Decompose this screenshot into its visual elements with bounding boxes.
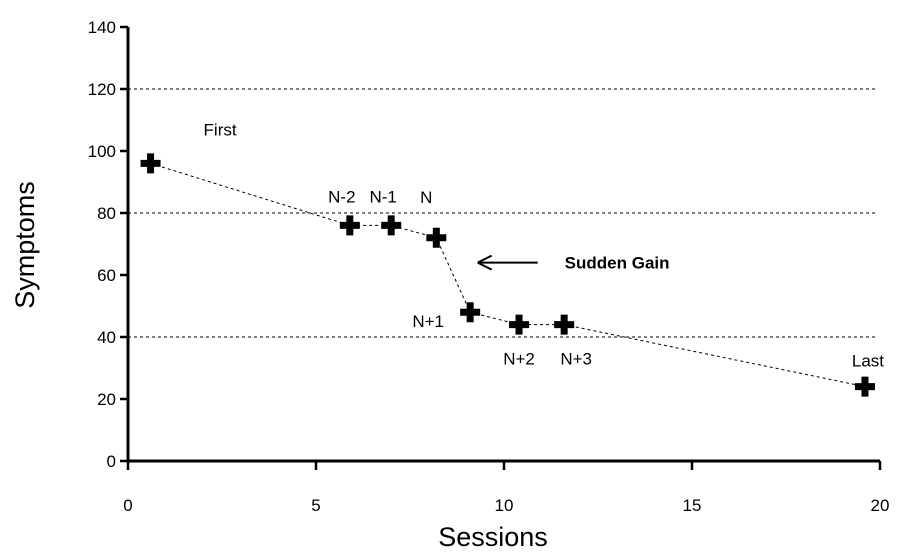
data-point-1 (339, 215, 360, 236)
point-label-0: First (204, 120, 237, 139)
data-point-3 (426, 227, 447, 248)
gridlines (128, 88, 878, 338)
point-label-6: N+3 (560, 350, 592, 369)
sudden-gain-annotation: Sudden Gain (477, 254, 670, 273)
y-tick-label-100: 100 (88, 142, 116, 161)
y-tick-label-20: 20 (97, 390, 116, 409)
x-tick-label-0: 0 (123, 496, 132, 515)
data-point-5 (509, 314, 530, 335)
point-label-5: N+2 (503, 350, 535, 369)
sudden-gain-arrow-head (477, 254, 493, 271)
point-label-2: N-1 (369, 187, 396, 206)
point-label-3: N (420, 188, 432, 207)
x-axis-title: Sessions (438, 522, 548, 552)
axes (126, 27, 880, 463)
series-line (150, 162, 866, 388)
data-point-4 (460, 302, 481, 323)
y-tick-label-60: 60 (97, 266, 116, 285)
x-ticks: 0 5 10 15 20 (123, 461, 889, 515)
data-point-2 (381, 215, 402, 236)
data-point-6 (554, 314, 575, 335)
point-label-1: N-2 (328, 187, 355, 206)
y-tick-label-140: 140 (88, 18, 116, 37)
x-tick-label-10: 10 (495, 496, 514, 515)
point-labels: First N-2 N-1 N N+1 N+2 N+3 Last (204, 120, 885, 370)
y-tick-label-120: 120 (88, 80, 116, 99)
y-ticks: 0 20 40 60 80 100 120 140 (88, 18, 128, 471)
y-tick-label-40: 40 (97, 328, 116, 347)
y-axis-title: Symptoms (10, 181, 40, 309)
sudden-gain-label: Sudden Gain (565, 254, 670, 273)
x-tick-label-15: 15 (683, 496, 702, 515)
x-tick-label-20: 20 (871, 496, 890, 515)
data-series (140, 153, 875, 397)
y-tick-label-0: 0 (107, 452, 116, 471)
y-tick-label-80: 80 (97, 204, 116, 223)
x-tick-label-5: 5 (311, 496, 320, 515)
point-label-7: Last (852, 352, 884, 371)
point-label-4: N+1 (412, 312, 444, 331)
data-point-0 (140, 153, 161, 174)
data-point-7 (854, 376, 875, 397)
